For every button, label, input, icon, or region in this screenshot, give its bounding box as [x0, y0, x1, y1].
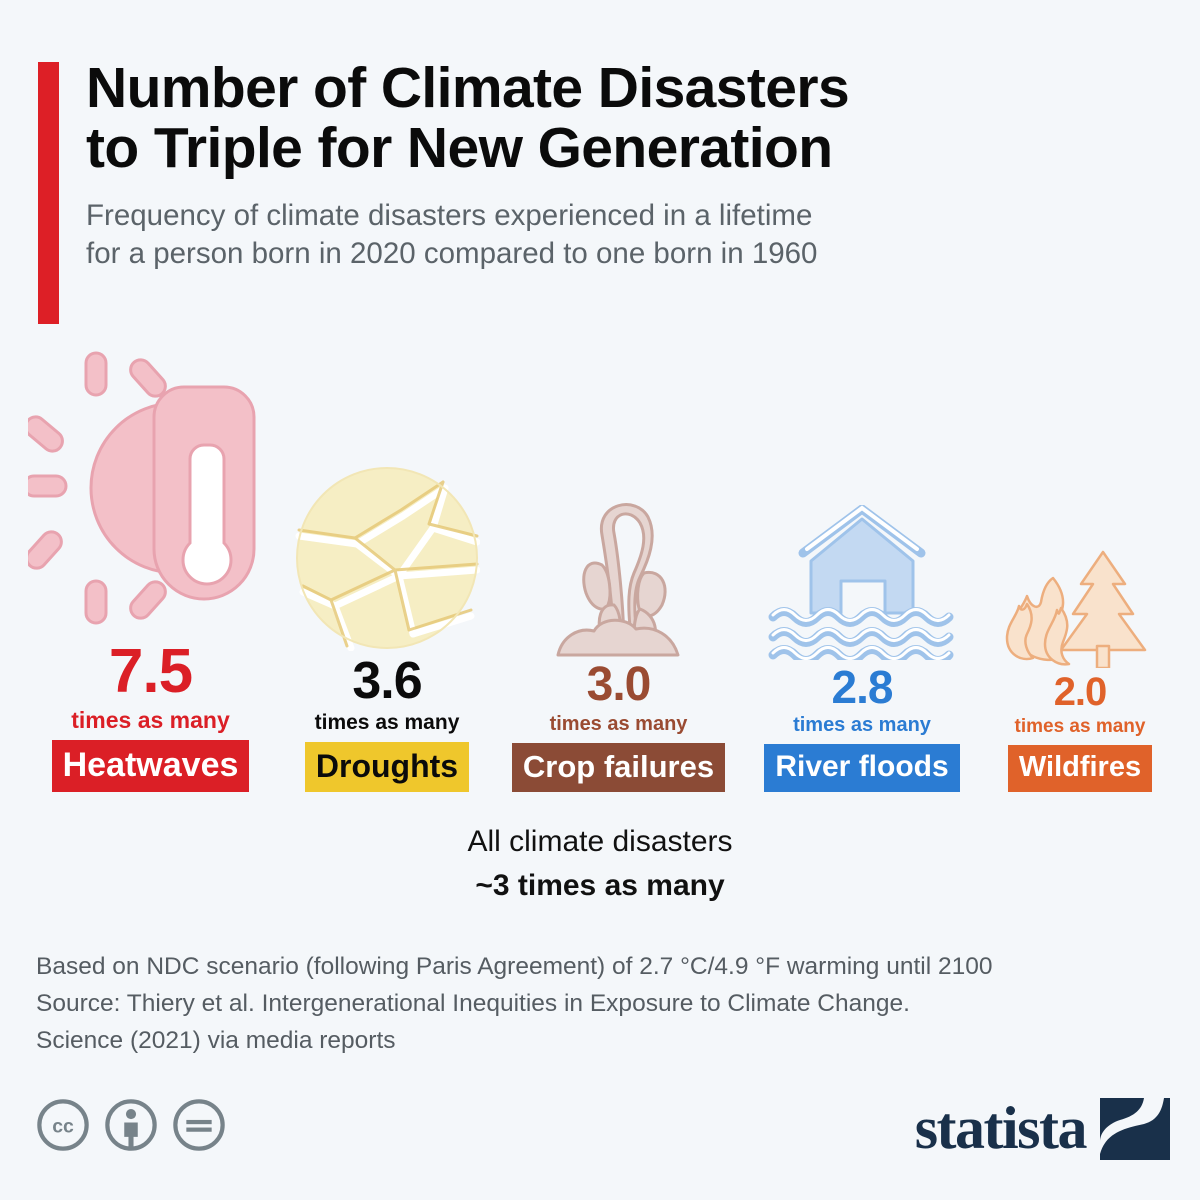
license-icons: cc: [36, 1098, 226, 1152]
statista-mark-icon: [1100, 1097, 1170, 1160]
footer-line-1: Based on NDC scenario (following Paris A…: [36, 953, 993, 980]
icon-wrap-river-floods: [767, 370, 957, 660]
header: Number of Climate Disasters to Triple fo…: [38, 58, 1158, 324]
subtitle-line-2: for a person born in 2020 compared to on…: [86, 237, 818, 270]
no-derivatives-icon[interactable]: [172, 1098, 226, 1152]
summary-value: ~3 times as many: [475, 869, 725, 902]
statista-logo[interactable]: statista: [915, 1094, 1170, 1163]
creative-commons-icon[interactable]: cc: [36, 1098, 90, 1152]
label-badge-river-floods[interactable]: River floods: [764, 744, 960, 792]
accent-bar: [38, 62, 59, 324]
unit-crop-failures: times as many: [549, 713, 688, 735]
unit-heatwaves: times as many: [71, 706, 230, 733]
title-line-1: Number of Climate Disasters: [86, 56, 850, 120]
icon-wrap-heatwaves: [27, 351, 274, 637]
summary-block: All climate disasters ~3 times as many: [0, 822, 1200, 906]
page-title: Number of Climate Disasters to Triple fo…: [86, 58, 1158, 178]
card-heatwaves: 7.5 times as many Heatwaves: [22, 351, 279, 792]
unit-river-floods: times as many: [793, 714, 931, 736]
card-crop-failures: 3.0 times as many Crop failures: [495, 352, 742, 792]
wilted-plant-icon: [556, 503, 679, 657]
value-river-floods: 2.8: [831, 661, 894, 713]
value-crop-failures: 3.0: [586, 658, 652, 711]
title-line-2: to Triple for New Generation: [86, 116, 833, 180]
card-wildfires: 2.0 times as many Wildfires: [982, 352, 1178, 792]
label-badge-droughts[interactable]: Droughts: [304, 742, 470, 792]
unit-wildfires: times as many: [1014, 716, 1146, 738]
statista-wordmark: statista: [914, 1095, 1088, 1161]
svg-text:cc: cc: [52, 1116, 74, 1138]
wildfire-tree-icon: [1005, 550, 1147, 669]
disaster-cards-row: 7.5 times as many Heatwaves: [0, 351, 1200, 792]
attribution-icon[interactable]: [104, 1098, 158, 1152]
footer-line-3: Science (2021) via media reports: [36, 1027, 396, 1054]
icon-wrap-wildfires: [1005, 378, 1155, 669]
icon-wrap-crop-failures: [544, 367, 694, 657]
value-heatwaves: 7.5: [108, 636, 193, 706]
card-droughts: 3.6 times as many Droughts: [279, 352, 495, 792]
cracked-earth-icon: [295, 466, 480, 651]
bottom-bar: cc statista: [0, 1095, 1200, 1178]
value-wildfires: 2.0: [1053, 670, 1108, 715]
icon-wrap-droughts: [295, 361, 480, 651]
sun-thermometer-icon: [27, 351, 255, 625]
label-badge-heatwaves[interactable]: Heatwaves: [51, 740, 250, 792]
card-river-floods: 2.8 times as many River floods: [742, 352, 982, 792]
footer-notes: Based on NDC scenario (following Paris A…: [36, 948, 1176, 1059]
subtitle-line-1: Frequency of climate disasters experienc…: [86, 199, 813, 232]
page-subtitle: Frequency of climate disasters experienc…: [86, 197, 1158, 273]
label-badge-crop-failures[interactable]: Crop failures: [511, 743, 726, 792]
value-droughts: 3.6: [352, 651, 422, 710]
unit-droughts: times as many: [314, 710, 460, 734]
summary-label: All climate disasters: [467, 825, 733, 858]
label-badge-wildfires[interactable]: Wildfires: [1007, 745, 1153, 792]
footer-line-2: Source: Thiery et al. Intergenerational …: [36, 990, 910, 1017]
flooded-house-icon: [768, 505, 954, 660]
